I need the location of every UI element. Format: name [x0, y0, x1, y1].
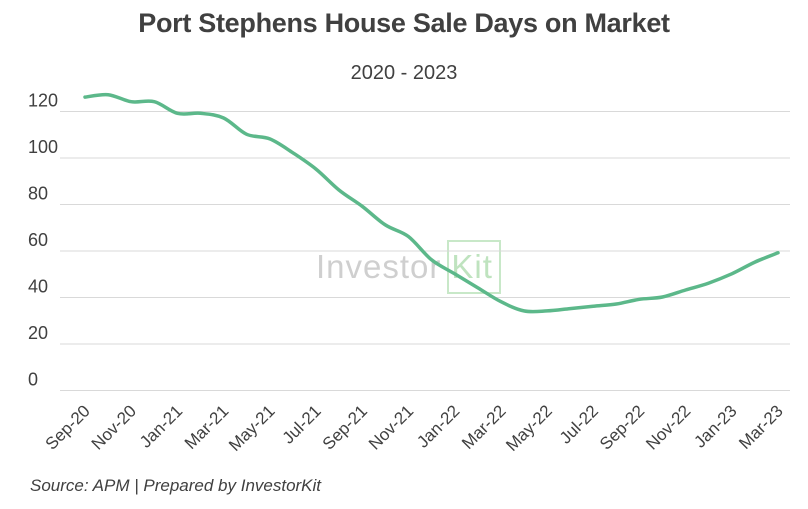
chart-subtitle: 2020 - 2023 [350, 62, 458, 84]
y-tick-label: 80 [28, 184, 48, 204]
y-tick-label: 60 [28, 230, 48, 250]
x-tick-label: May-21 [225, 401, 279, 455]
x-tick-label: Sep-21 [319, 401, 371, 453]
y-tick-label: 100 [28, 137, 58, 157]
x-tick-label: Sep-22 [596, 401, 648, 453]
y-tick-label: 20 [28, 323, 48, 343]
x-tick-label: Nov-22 [642, 401, 694, 453]
x-tick-label: May-22 [502, 401, 556, 455]
x-tick-label: Nov-21 [365, 401, 417, 453]
grid-lines [60, 111, 790, 391]
y-axis-ticks: 0 20 40 60 80 100 120 [28, 91, 58, 390]
y-tick-label: 0 [28, 370, 38, 390]
chart-title: Port Stephens House Sale Days on Market [138, 8, 670, 38]
series-layer [83, 92, 780, 314]
x-tick-label: Jan-23 [690, 401, 740, 451]
x-tick-label: Jan-22 [413, 401, 463, 451]
x-tick-label: Mar-21 [181, 401, 233, 453]
x-tick-label: Jan-21 [136, 401, 186, 451]
series-line-0 [83, 92, 780, 314]
y-tick-label: 120 [28, 91, 58, 111]
x-tick-label: Jul-22 [556, 401, 602, 447]
x-tick-label: Mar-22 [458, 401, 510, 453]
x-tick-label: Nov-20 [88, 401, 140, 453]
x-tick-label: Mar-23 [735, 401, 787, 453]
source-note: Source: APM | Prepared by InvestorKit [30, 476, 322, 495]
y-tick-label: 40 [28, 277, 48, 297]
x-tick-label: Sep-20 [42, 401, 94, 453]
